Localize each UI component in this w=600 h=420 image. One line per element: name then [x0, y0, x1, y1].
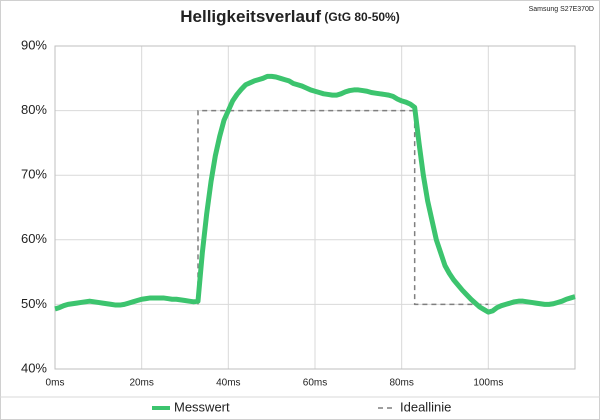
title-main: Helligkeitsverlauf	[180, 7, 321, 26]
y-tick-label: 50%	[21, 296, 47, 311]
y-tick-label: 70%	[21, 167, 47, 182]
x-tick-label: 100ms	[473, 378, 503, 389]
x-tick-label: 0ms	[46, 378, 65, 389]
plot-border	[54, 45, 576, 370]
series-line	[197, 109, 489, 306]
chart-title: Helligkeitsverlauf (GtG 80-50%)	[180, 7, 399, 26]
x-tick-label: 20ms	[129, 378, 153, 389]
title-suffix: (GtG 80-50%)	[324, 10, 399, 24]
series-line	[54, 73, 576, 315]
y-tick-label: 40%	[21, 360, 47, 375]
x-tick-label: 60ms	[303, 378, 327, 389]
x-tick-label: 80ms	[389, 378, 413, 389]
x-tick-label: 40ms	[216, 378, 240, 389]
y-tick-label: 60%	[21, 231, 47, 246]
annotation: Samsung S27E370D	[529, 6, 594, 13]
legend-label: Messwert	[174, 399, 230, 414]
y-tick-label: 80%	[21, 102, 47, 117]
y-tick-label: 90%	[21, 37, 47, 52]
legend-label: Ideallinie	[400, 399, 451, 414]
